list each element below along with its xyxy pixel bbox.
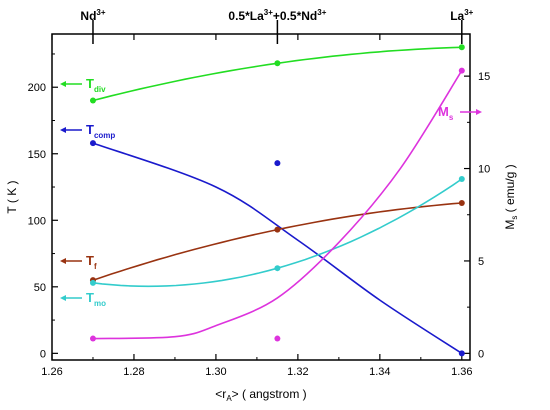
y2-tick-label-1: 5 [478,256,484,268]
series-label-ms: Ms [438,104,454,122]
data-point-div [89,97,96,104]
y-tick-label-4: 200 [28,82,46,94]
series-label-f: Tf [86,253,97,271]
x-tick-label-0: 1.26 [41,366,62,378]
y-tick-label-0: 0 [40,348,46,360]
y2-tick-label-2: 10 [478,164,490,176]
x-tick-label-3: 1.32 [287,366,308,378]
series-label-mo: Tmo [86,290,106,308]
series-line-div [92,46,462,102]
data-point-comp [274,160,281,167]
arrowhead-ms [476,109,482,115]
data-point-ms [458,67,465,74]
data-point-ms [274,335,281,342]
x-axis-title: <rA> ( angstrom ) [215,387,306,403]
x-tick-label-1: 1.28 [123,366,144,378]
data-point-f [274,226,281,233]
data-point-mo [458,176,465,183]
top-label-2: La3+ [450,8,473,23]
series-line-ms [92,70,463,340]
y2-tick-label-3: 15 [478,71,490,83]
arrowhead-f [60,258,66,264]
data-point-div [458,44,465,51]
data-point-ms [89,335,96,342]
data-point-mo [274,265,281,272]
series-line-comp [92,142,463,355]
data-point-f [458,199,465,206]
x-tick-label-5: 1.36 [451,366,472,378]
series-label-div: Tdiv [86,76,106,94]
y-axis-title: T ( K ) [5,180,19,213]
x-tick-label-4: 1.34 [369,366,390,378]
top-label-0: Nd3+ [80,8,105,23]
data-point-comp [458,350,465,357]
series-label-comp: Tcomp [86,122,115,140]
x-tick-label-2: 1.30 [205,366,226,378]
y2-tick-label-0: 0 [478,348,484,360]
data-point-mo [89,279,96,286]
arrowhead-comp [60,127,66,133]
data-point-div [274,60,281,67]
data-point-comp [89,140,96,147]
arrowhead-mo [60,295,66,301]
y2-axis-title: Ms ( emu/g ) [503,164,519,229]
top-label-1: 0.5*La3++0.5*Nd3+ [228,8,326,23]
y-tick-label-3: 150 [28,149,46,161]
arrowhead-div [60,81,66,87]
plot-frame [51,33,471,361]
y-tick-label-1: 50 [34,282,46,294]
y-tick-label-2: 100 [28,215,46,227]
